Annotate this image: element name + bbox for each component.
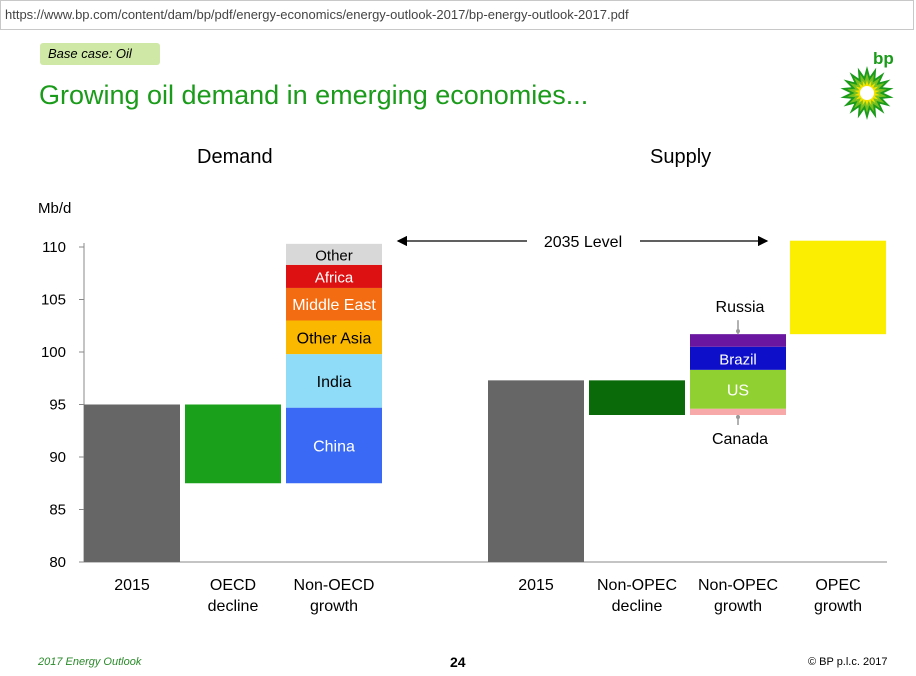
bar-segment-other-asia xyxy=(286,320,382,355)
bar-segment-russia xyxy=(690,334,786,347)
bar-segment-brazil xyxy=(690,346,786,370)
y-tick-label: 110 xyxy=(42,239,66,256)
segment-label-india: India xyxy=(317,374,352,391)
footer-publication: 2017 Energy Outlook xyxy=(38,656,142,668)
supply-title: Supply xyxy=(650,146,712,168)
bar-demand-oecd-decline xyxy=(185,404,281,484)
segment-label-canada: Canada xyxy=(712,431,768,448)
x-category-label-supply-non-opec-decline: Non-OPEC xyxy=(597,577,677,594)
bar-supply-2015 xyxy=(488,380,584,562)
y-tick-label: 105 xyxy=(41,292,66,309)
page-number: 24 xyxy=(450,654,466,670)
bar-supply-non-opec-decline xyxy=(589,380,685,415)
bp-helios-logo-icon xyxy=(840,66,894,120)
segment-label-middle-east: Middle East xyxy=(292,297,376,314)
x-category-label-supply-opec-growth: growth xyxy=(814,598,862,615)
x-category-label-supply-non-opec-decline: decline xyxy=(612,598,663,615)
x-category-label-supply-2015: 2015 xyxy=(518,577,554,594)
level-annotation: 2035 Level xyxy=(544,234,622,251)
y-tick-label: 100 xyxy=(41,344,66,361)
bar-supply-opec-growth xyxy=(790,240,886,335)
segment-label-other: Other xyxy=(315,247,353,264)
x-category-label-supply-non-opec-growth: growth xyxy=(714,598,762,615)
segment-label-other-asia: Other Asia xyxy=(297,330,372,347)
address-bar[interactable]: https://www.bp.com/content/dam/bp/pdf/en… xyxy=(0,0,914,30)
bar-demand-2015 xyxy=(84,404,180,562)
bar-segment-other xyxy=(286,243,382,265)
y-axis-label: Mb/d xyxy=(38,200,71,217)
segment-label-brazil: Brazil xyxy=(719,351,757,368)
x-category-label-demand-non-oecd-growth: Non-OECD xyxy=(294,577,375,594)
page-title: Growing oil demand in emerging economies… xyxy=(39,80,589,110)
segment-label-russia: Russia xyxy=(716,299,765,316)
segment-label-africa: Africa xyxy=(315,269,354,286)
x-category-label-demand-oecd-decline: decline xyxy=(208,598,259,615)
callout-dot-canada xyxy=(736,415,740,419)
callout-dot-russia xyxy=(736,329,740,334)
y-tick-label: 85 xyxy=(49,502,66,519)
segment-label-us: US xyxy=(727,382,749,399)
x-category-label-supply-non-opec-growth: Non-OPEC xyxy=(698,577,778,594)
url-text: https://www.bp.com/content/dam/bp/pdf/en… xyxy=(5,7,629,22)
bar-segment-china xyxy=(286,407,382,484)
y-tick-label: 90 xyxy=(49,449,66,466)
scenario-badge: Base case: Oil xyxy=(40,43,160,65)
bar-segment-us xyxy=(690,369,786,409)
bar-segment-africa xyxy=(286,264,382,288)
x-category-label-demand-2015: 2015 xyxy=(114,577,150,594)
x-category-label-demand-non-oecd-growth: growth xyxy=(310,598,358,615)
bp-logo-text: bp xyxy=(873,49,894,68)
bar-segment-canada xyxy=(690,408,786,415)
x-category-label-supply-opec-growth: OPEC xyxy=(815,577,860,594)
demand-title: Demand xyxy=(197,146,273,168)
bar-segment-india xyxy=(286,354,382,408)
y-tick-label: 95 xyxy=(49,397,66,414)
bar-segment-middle-east xyxy=(286,287,382,321)
copyright: © BP p.l.c. 2017 xyxy=(808,656,888,668)
segment-label-china: China xyxy=(313,438,355,455)
x-category-label-demand-oecd-decline: OECD xyxy=(210,577,256,594)
y-tick-label: 80 xyxy=(49,554,66,571)
